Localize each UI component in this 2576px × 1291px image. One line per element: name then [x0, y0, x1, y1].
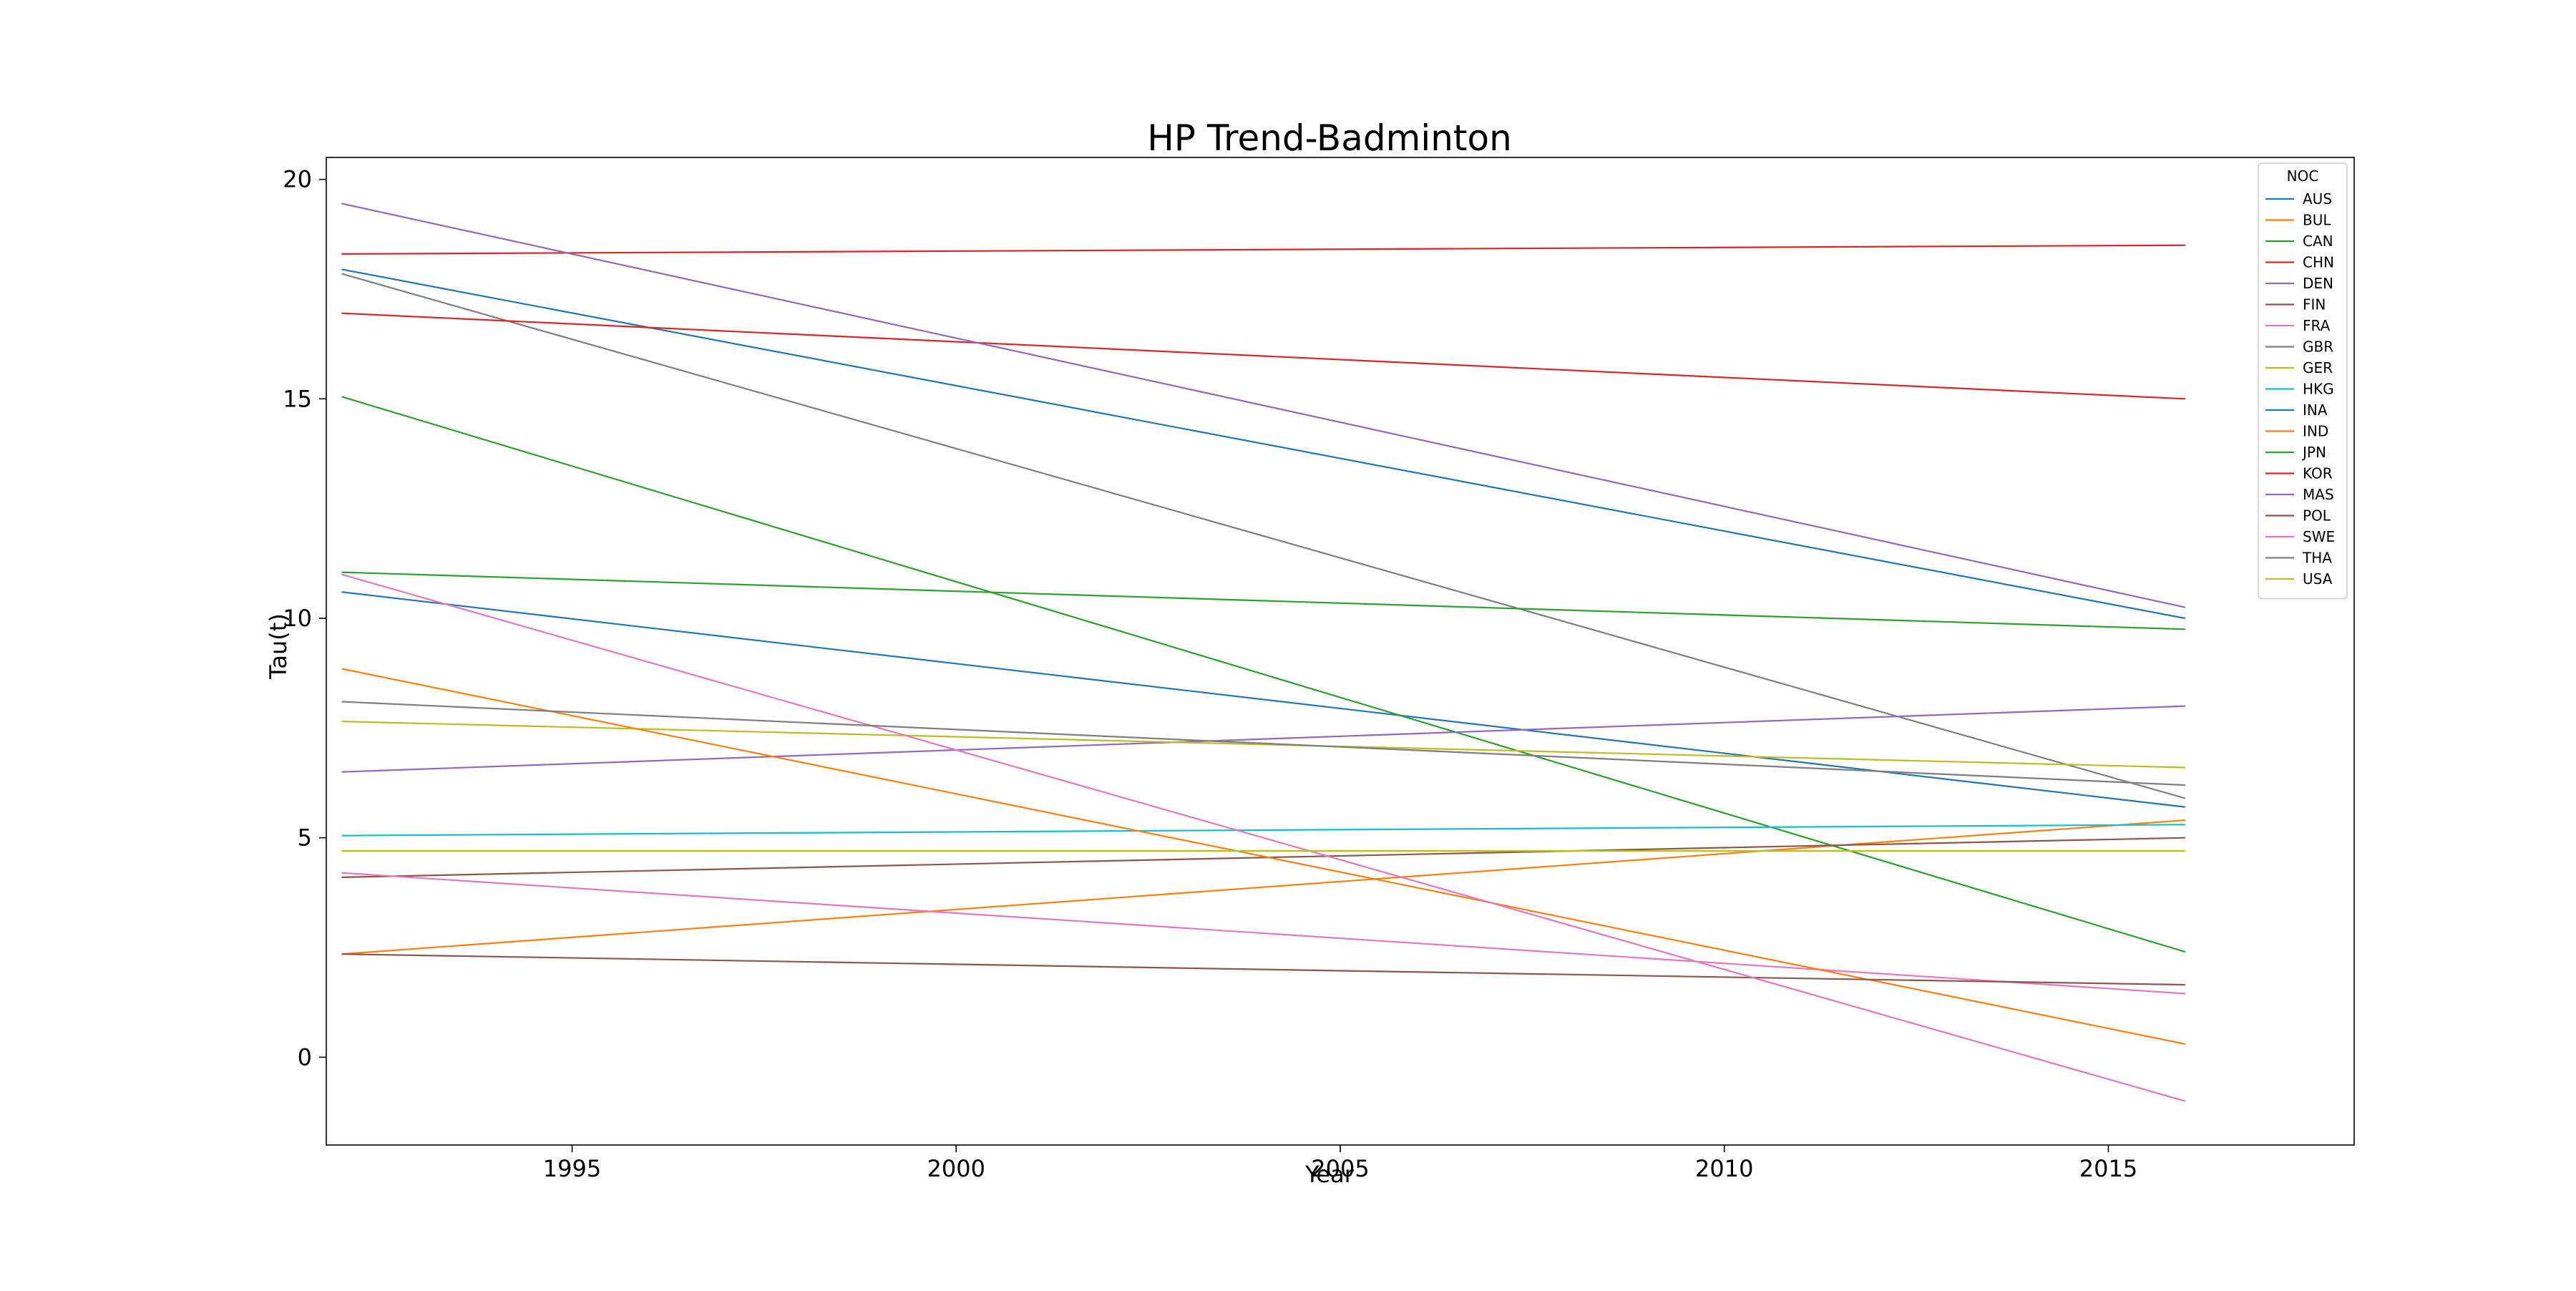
series-line-pol — [341, 953, 2185, 986]
series-line-swe — [341, 573, 2186, 1102]
legend-label-usa: USA — [2303, 570, 2333, 588]
series-line-jpn — [341, 571, 2185, 630]
legend-label-ind: IND — [2303, 423, 2328, 440]
axes-layer: 1995 2000 2005 2010 2015 0 5 10 15 20 — [283, 157, 2355, 1182]
x-tick-label: 2010 — [1695, 1155, 1753, 1182]
series-line-fra — [341, 872, 2185, 995]
legend-label-gbr: GBR — [2303, 338, 2333, 356]
series-line-bul — [341, 819, 2185, 955]
series-line-chn — [341, 244, 2185, 255]
y-axis-label: Tau(t) — [265, 613, 292, 680]
legend-label-den: DEN — [2303, 275, 2333, 292]
series-line-kor — [341, 312, 2185, 400]
y-tick-label: 20 — [283, 166, 312, 193]
legend-box — [2258, 162, 2348, 600]
legend: NOC AUS BUL CAN CHN DEN FIN FRA GBR GER HKG INA IND J… — [2258, 162, 2348, 600]
legend-label-ina: INA — [2303, 401, 2328, 419]
legend-label-bul: BUL — [2303, 212, 2331, 229]
legend-label-hkg: HKG — [2303, 381, 2334, 398]
legend-label-fin: FIN — [2303, 296, 2326, 313]
x-tick-label: 2005 — [1311, 1155, 1369, 1182]
legend-title: NOC — [2287, 167, 2319, 185]
y-tick-label: 0 — [298, 1043, 312, 1071]
legend-label-jpn: JPN — [2301, 444, 2326, 461]
y-tick-label: 10 — [283, 605, 312, 632]
x-tick-label: 2000 — [927, 1155, 985, 1182]
series-line-mas — [341, 203, 2186, 608]
legend-label-aus: AUS — [2303, 190, 2332, 208]
series-line-ind — [341, 668, 2186, 1045]
series-line-hkg — [341, 824, 2185, 837]
x-axis-label: Year — [1304, 1161, 1355, 1188]
legend-label-can: CAN — [2303, 233, 2333, 250]
series-line-fin — [341, 837, 2185, 878]
series-line-gbr — [341, 273, 2186, 799]
legend-label-kor: KOR — [2303, 465, 2333, 482]
series-line-den — [341, 705, 2185, 773]
legend-label-swe: SWE — [2303, 528, 2335, 545]
legend-label-fra: FRA — [2303, 317, 2331, 334]
series-line-can — [341, 396, 2186, 953]
legend-label-pol: POL — [2303, 507, 2331, 525]
y-tick-label: 15 — [283, 385, 312, 412]
legend-label-chn: CHN — [2303, 254, 2334, 271]
plot-frame — [326, 157, 2355, 1146]
y-tick-label: 5 — [298, 824, 312, 852]
x-tick-label: 1995 — [543, 1155, 601, 1182]
series-line-ger — [341, 721, 2185, 769]
legend-label-mas: MAS — [2303, 486, 2334, 503]
legend-label-ger: GER — [2303, 359, 2333, 376]
series-line-ina — [341, 268, 2186, 620]
x-tick-label: 2015 — [2079, 1155, 2137, 1182]
series-line-aus — [341, 591, 2185, 808]
series-layer — [341, 203, 2186, 1102]
chart-title: HP Trend-Badminton — [1147, 117, 1512, 159]
legend-label-tha: THA — [2302, 550, 2332, 567]
series-line-tha — [341, 701, 2185, 786]
